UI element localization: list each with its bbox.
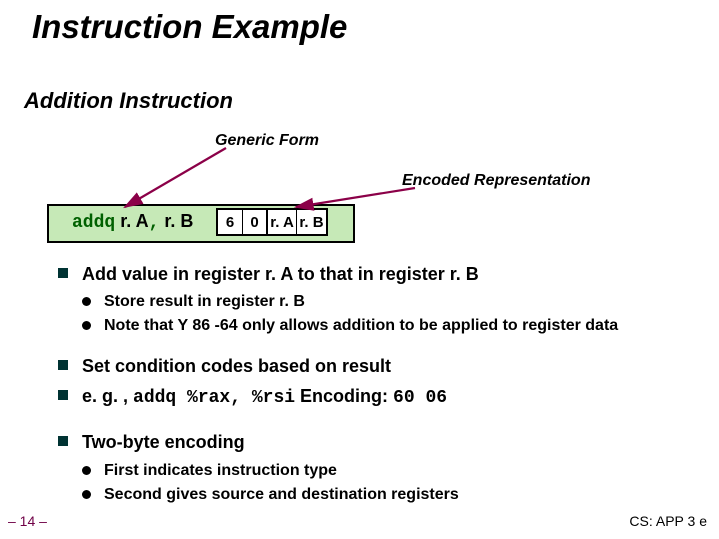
bullet-two-byte: Two-byte encoding — [58, 430, 688, 454]
bullet-add-value: Add value in register r. A to that in re… — [58, 262, 688, 286]
bullet-list: Add value in register r. A to that in re… — [58, 262, 688, 508]
eg-code: addq %rax, %rsi — [133, 388, 295, 408]
subbullet-y86: Note that Y 86 -64 only allows addition … — [82, 316, 688, 337]
page-number: – 14 – — [8, 513, 47, 529]
bullet-example: e. g. , addq %rax, %rsi Encoding: 60 06 — [58, 384, 688, 410]
subbullet-second-byte: Second gives source and destination regi… — [82, 485, 688, 506]
eg-encoding: 60 06 — [393, 388, 447, 408]
eg-mid: Encoding: — [295, 386, 393, 406]
subbullet-first-byte: First indicates instruction type — [82, 461, 688, 482]
bullet-cc: Set condition codes based on result — [58, 354, 688, 378]
eg-prefix: e. g. , — [82, 386, 133, 406]
subbullet-store: Store result in register r. B — [82, 292, 688, 313]
course-label: CS: APP 3 e — [629, 513, 707, 529]
